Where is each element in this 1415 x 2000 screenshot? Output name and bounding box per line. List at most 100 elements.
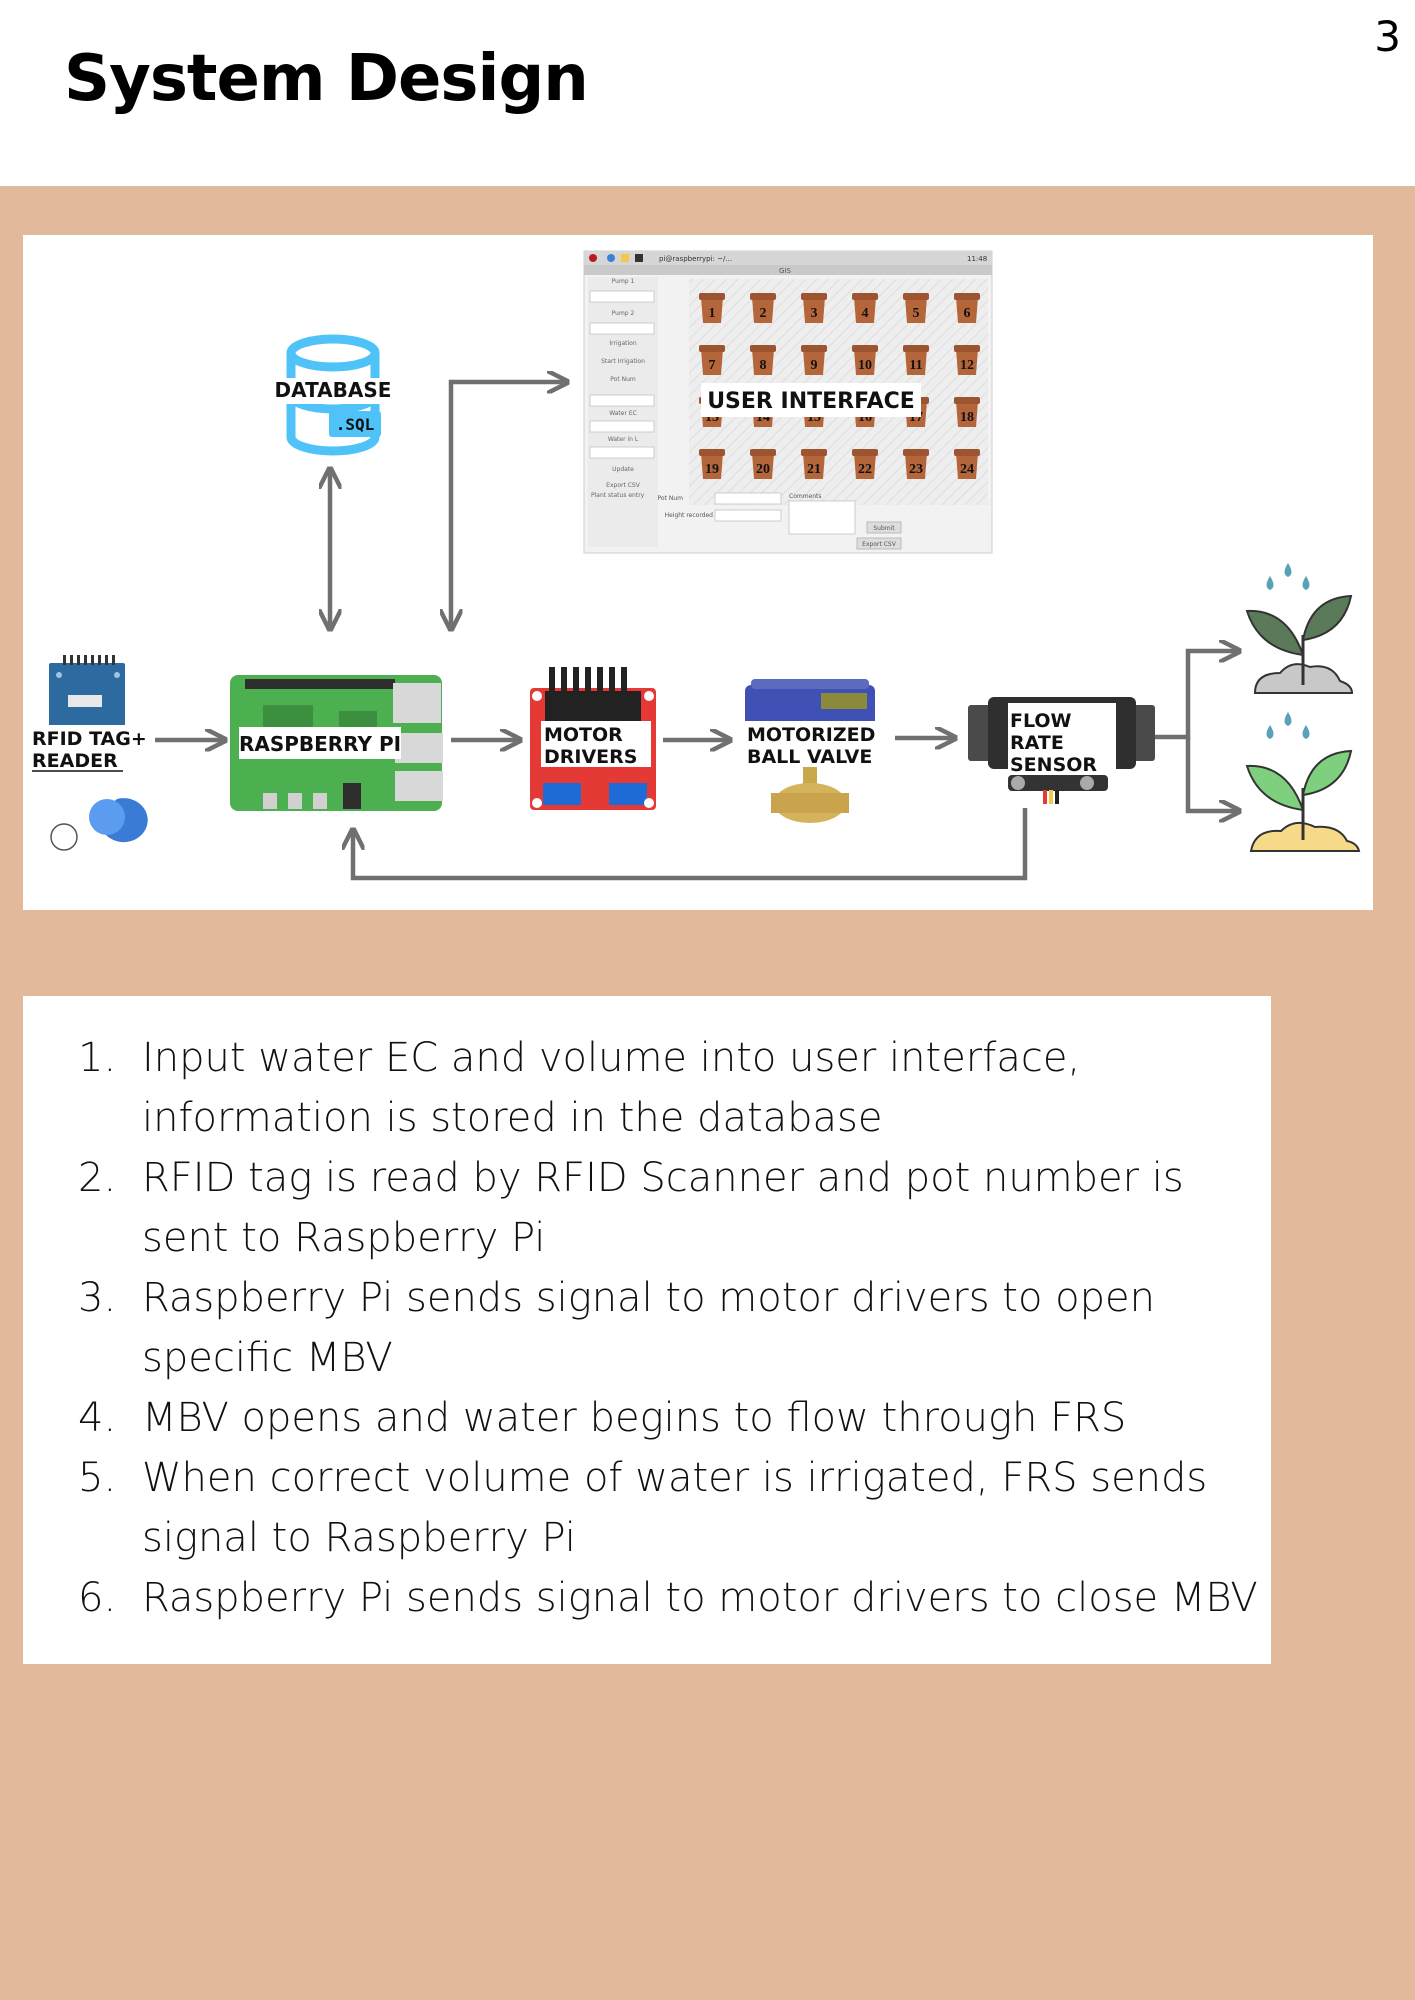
form-export-label: Export CSV: [862, 541, 897, 548]
step-text: When correct volume of water is irrigate…: [142, 1455, 1208, 1561]
rfid-label-line2: READER: [32, 750, 118, 772]
folder-icon: [621, 254, 629, 262]
pot-icon: 6: [954, 293, 980, 323]
ui-sidebar-input: [589, 420, 655, 433]
valve-label-line2: BALL VALVE: [747, 746, 872, 768]
slide-header: System Design 3: [0, 0, 1415, 186]
window-title: GIS: [779, 267, 791, 275]
form-height-input: [714, 509, 782, 522]
pot-icon: 8: [750, 345, 776, 375]
valve-label-box: [745, 721, 895, 767]
ui-side-label: Export CSV: [606, 482, 641, 489]
pot-number: 2: [760, 306, 767, 321]
ui-side-label: Water EC: [609, 410, 637, 417]
valve-label-line1: MOTORIZED: [747, 724, 875, 746]
pot-icon: 10: [852, 345, 878, 375]
step-item: 4. MBV opens and water begins to flow thr…: [78, 1388, 1258, 1448]
pot-number: 3: [811, 306, 818, 321]
pot-icon: 19: [699, 449, 725, 479]
pot-number: 12: [960, 358, 974, 373]
pot-number: 24: [960, 462, 974, 477]
pot-number: 1: [709, 306, 716, 321]
ui-sidebar-input: [589, 290, 655, 303]
flow-label-line2: RATE: [1010, 732, 1064, 754]
pot-icon: 3: [801, 293, 827, 323]
pot-number: 22: [858, 462, 872, 477]
browser-icon: [607, 254, 615, 262]
step-number: 6.: [78, 1575, 117, 1621]
pot-icon: 22: [852, 449, 878, 479]
flow-label-box: [1008, 703, 1116, 771]
motor-label-box: [541, 721, 651, 767]
ui-side-label: Plant status entry: [591, 492, 645, 499]
ui-side-label: Irrigation: [609, 340, 636, 347]
flow-label-line1: FLOW: [1010, 710, 1072, 732]
pot-number: 4: [862, 306, 869, 321]
step-number: 1.: [78, 1035, 117, 1081]
ui-label-box: [701, 383, 921, 417]
pot-number: 7: [709, 358, 716, 373]
pot-number: 6: [964, 306, 971, 321]
rfid-tag-icon: [50, 798, 148, 851]
ui-sidebar-input: [589, 394, 655, 407]
pot-number: 11: [909, 358, 922, 373]
pot-number: 20: [756, 462, 770, 477]
taskbar-text: pi@raspberrypi: ~/...: [659, 255, 732, 263]
form-label-pot-num: Pot Num: [658, 495, 684, 502]
ball-valve-icon: [745, 679, 875, 823]
step-text: Input water EC and volume into user inte…: [142, 1035, 1081, 1141]
pot-icon: 5: [903, 293, 929, 323]
database-label: DATABASE: [275, 378, 392, 402]
step-text: Raspberry Pi sends signal to motor drive…: [142, 1575, 1258, 1621]
step-number: 4.: [78, 1395, 117, 1441]
pot-number: 9: [811, 358, 818, 373]
plant-icon-top: [1245, 563, 1354, 694]
step-item: 2. RFID tag is read by RFID Scanner and p…: [78, 1148, 1258, 1268]
form-pot-num-input: [714, 492, 782, 505]
rfid-label-line1: RFID TAG+: [32, 728, 147, 750]
terminal-icon: [635, 254, 643, 262]
page-number: 3: [1374, 12, 1401, 61]
slide-title: System Design: [64, 42, 589, 116]
motor-label-line2: DRIVERS: [544, 746, 637, 768]
pot-icon: 7: [699, 345, 725, 375]
sql-badge: [329, 411, 381, 437]
flow-arrows: [155, 382, 1237, 881]
ui-sidebar-input: [589, 322, 655, 335]
pot-number: 10: [858, 358, 872, 373]
ui-side-label: Update: [612, 466, 634, 473]
pot-icon: 1: [699, 293, 725, 323]
pot-icon: 21: [801, 449, 827, 479]
step-text: MBV opens and water begins to flow throu…: [142, 1395, 1127, 1441]
step-number: 3.: [78, 1275, 117, 1321]
pot-icon: 20: [750, 449, 776, 479]
ui-sidebar-input: [589, 446, 655, 459]
step-item: 5. When correct volume of water is irriga…: [78, 1448, 1258, 1568]
pot-icon: 4: [852, 293, 878, 323]
system-diagram: pi@raspberrypi: ~/... 11:48 GIS Pump 1 Pu…: [23, 235, 1373, 910]
ui-side-label: Pump 1: [612, 278, 635, 285]
form-export-button: [856, 537, 902, 550]
pot-icon: 23: [903, 449, 929, 479]
step-item: 6. Raspberry Pi sends signal to motor dri…: [78, 1568, 1258, 1628]
pi-ui-arrow: [451, 382, 565, 627]
user-interface-label: USER INTERFACE: [707, 389, 915, 414]
pot-icon: 18: [954, 397, 980, 427]
ui-side-labels: Pump 1 Pump 2 Irrigation Start Irrigation Po…: [589, 278, 655, 499]
step-number: 5.: [78, 1455, 117, 1501]
steps-list: 1. Input water EC and volume into user in…: [78, 1028, 1258, 1628]
pot-number: 8: [760, 358, 767, 373]
pot-number: 23: [909, 462, 923, 477]
step-text: RFID tag is read by RFID Scanner and pot…: [142, 1155, 1184, 1261]
pot-icon: 11: [903, 345, 929, 375]
step-number: 2.: [78, 1155, 117, 1201]
form-submit-label: Submit: [873, 525, 895, 532]
form-comments-input: [788, 500, 856, 535]
raspberry-pi-label: RASPBERRY PI: [239, 732, 401, 756]
diagram-canvas: pi@raspberrypi: ~/... 11:48 GIS Pump 1Pu…: [29, 250, 1361, 881]
pot-number: 5: [913, 306, 920, 321]
rfid-reader-icon: [49, 655, 125, 727]
form-label-comments: Comments: [789, 493, 822, 500]
pot-icon: 24: [954, 449, 980, 479]
pot-icon: 12: [954, 345, 980, 375]
